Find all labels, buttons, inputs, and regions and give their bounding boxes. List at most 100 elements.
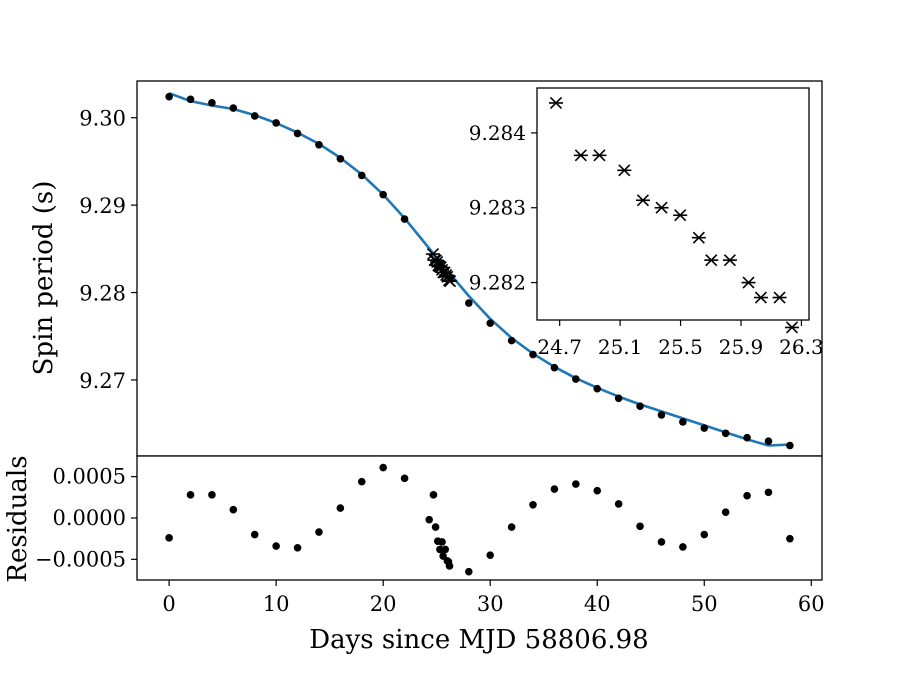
main-data-point [550,363,559,372]
residual-point [208,491,216,499]
inset-y-tick-label: 9.282 [469,271,526,295]
inset-x-tick-label: 25.1 [598,335,643,359]
inset-x-tick-label: 24.7 [537,335,582,359]
inset-cross-marker [785,321,799,334]
inset-cross-marker [654,201,669,214]
inset-cross-marker [741,276,756,289]
x-tick-label: 40 [584,592,611,616]
residual-point [439,552,447,560]
residual-point [786,534,794,543]
model-fit-line [168,91,790,447]
residual-point [445,562,454,570]
x-axis-label: Days since MJD 58806.98 [309,625,648,655]
residuals-y-tick-label: 0.0000 [53,506,126,530]
residual-point [657,538,666,546]
inset-y-tick-label: 9.284 [469,121,526,145]
residuals-series-layer [165,463,794,576]
main-data-point [700,424,709,432]
inset-axes: 9.282 9.283 9.284 24.7 25.1 25.5 25.9 26.3 [469,121,824,359]
residual-point [229,505,238,514]
main-data-point [529,350,537,359]
main-data-point [614,394,623,403]
main-y-tick-label: 9.27 [79,369,126,393]
inset-panel: 9.282 9.283 9.284 24.7 25.1 25.5 25.9 26.3 [469,87,824,359]
inset-cross-marker [592,149,607,162]
residual-point [679,543,687,551]
main-cross-marker [443,275,458,288]
residual-point [636,522,644,531]
residuals-y-tick-label: 0.0005 [53,465,126,489]
residual-point [441,545,450,554]
residual-point [315,528,323,536]
residual-point [550,485,559,493]
residual-point [357,477,366,486]
residuals-plot-frame [136,455,823,581]
inset-cross-marker [549,96,563,110]
residuals-y-tick-label: −0.0005 [35,547,126,571]
residual-point [529,500,537,509]
main-data-point [315,141,323,149]
residuals-axes: 0.0005 0.0000 −0.0005 0 10 20 30 40 50 60 [35,465,825,616]
main-data-point [400,215,409,223]
main-data-point [486,319,495,327]
residual-point [336,504,345,512]
main-data-point [250,112,259,120]
main-data-point [186,95,195,104]
residual-point [272,542,280,550]
main-data-point [379,190,387,199]
main-data-point [229,104,238,112]
residual-point [436,545,444,554]
x-tick-label: 60 [798,592,825,616]
residual-point [250,530,259,539]
main-data-point [679,418,687,426]
main-data-point [272,119,280,127]
main-y-axis: 9.27 9.28 9.29 9.30 [79,107,137,393]
residual-point [721,508,730,517]
residual-point [186,491,195,499]
main-data-point [657,411,666,419]
main-data-point [764,437,773,445]
residual-point [379,463,387,472]
inset-cross-marker [704,254,719,267]
x-tick-label: 10 [263,592,290,616]
residual-point [700,530,709,539]
residual-point [438,538,446,546]
x-tick-label: 50 [691,592,718,616]
residual-point [429,491,438,499]
main-series-layer [165,91,794,450]
main-data-point [336,154,345,163]
inset-x-tick-label: 25.9 [719,335,764,359]
main-data-point [743,433,751,442]
inset-cross-marker [573,149,588,162]
main-data-point [208,99,216,107]
inset-cross-marker [673,209,688,222]
main-data-point [786,441,794,450]
residual-point [425,515,433,524]
inset-plot-frame [536,87,810,321]
main-data-point [165,92,173,101]
residuals-y-axis-label: Residuals [3,455,33,582]
residual-point [431,523,440,531]
residual-point [572,480,580,488]
main-data-point [572,375,580,383]
x-tick-label: 30 [477,592,504,616]
main-data-point [721,429,730,438]
inset-y-tick-label: 9.283 [469,196,526,220]
inset-x-tick-label: 25.5 [658,335,703,359]
inset-x-tick-label: 26.3 [779,335,824,359]
main-data-point [293,129,302,138]
x-tick-label: 0 [162,592,175,616]
residual-point [614,500,623,508]
inset-cross-marker [691,231,706,244]
residuals-panel: 0.0005 0.0000 −0.0005 0 10 20 30 40 50 60 [35,455,825,616]
residual-point [165,534,173,542]
main-data-point [593,384,602,393]
inset-series-layer [549,96,799,334]
residual-point [593,486,602,495]
inset-cross-marker [772,291,787,304]
main-data-point [357,171,366,180]
main-y-tick-label: 9.29 [79,194,126,218]
main-y-tick-label: 9.30 [79,107,126,131]
main-data-point [464,299,473,307]
